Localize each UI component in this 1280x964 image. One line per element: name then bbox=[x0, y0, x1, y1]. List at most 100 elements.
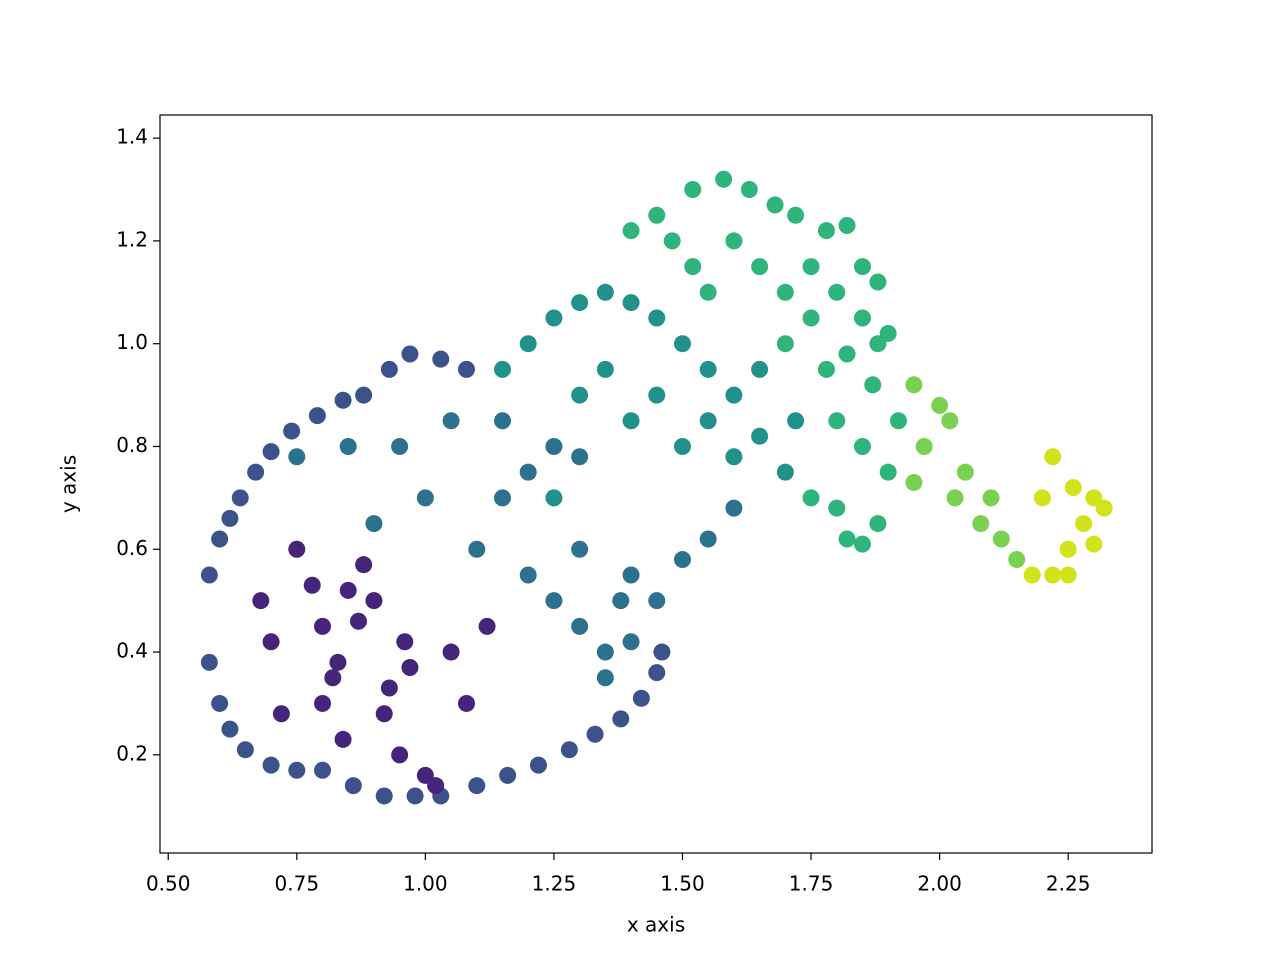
scatter-point bbox=[869, 515, 887, 533]
scatter-point bbox=[1008, 551, 1026, 569]
scatter-point bbox=[324, 669, 342, 687]
scatter-point bbox=[308, 407, 326, 425]
scatter-point bbox=[889, 412, 907, 430]
scatter-point bbox=[879, 324, 897, 342]
scatter-point bbox=[493, 412, 511, 430]
x-tick-label: 1.50 bbox=[660, 872, 705, 896]
scatter-point bbox=[622, 566, 640, 584]
scatter-point bbox=[622, 222, 640, 240]
scatter-point bbox=[838, 216, 856, 234]
scatter-point bbox=[519, 566, 537, 584]
scatter-point bbox=[853, 535, 871, 553]
scatter-point bbox=[468, 540, 486, 558]
scatter-point bbox=[571, 617, 589, 635]
scatter-point bbox=[941, 412, 959, 430]
scatter-point bbox=[699, 360, 717, 378]
scatter-point bbox=[648, 206, 666, 224]
scatter-point bbox=[751, 427, 769, 445]
scatter-point bbox=[545, 437, 563, 455]
scatter-point bbox=[231, 489, 249, 507]
scatter-point bbox=[1059, 566, 1077, 584]
scatter-point bbox=[853, 258, 871, 276]
scatter-point bbox=[725, 448, 743, 466]
scatter-point bbox=[684, 258, 702, 276]
scatter-point bbox=[648, 386, 666, 404]
scatter-point bbox=[391, 746, 409, 764]
scatter-point bbox=[519, 335, 537, 353]
scatter-point bbox=[396, 633, 414, 651]
scatter-point bbox=[632, 689, 650, 707]
scatter-point bbox=[663, 232, 681, 250]
scatter-point bbox=[1085, 489, 1103, 507]
scatter-point bbox=[992, 530, 1010, 548]
scatter-point bbox=[365, 592, 383, 610]
scatter-point bbox=[596, 669, 614, 687]
scatter-point bbox=[1044, 566, 1062, 584]
scatter-point bbox=[571, 386, 589, 404]
scatter-point bbox=[355, 386, 373, 404]
scatter-point bbox=[648, 309, 666, 327]
scatter-point bbox=[380, 360, 398, 378]
scatter-point bbox=[1085, 535, 1103, 553]
y-tick-label: 0.8 bbox=[116, 433, 148, 457]
scatter-point bbox=[828, 412, 846, 430]
scatter-point bbox=[499, 766, 517, 784]
scatter-point bbox=[314, 761, 332, 779]
scatter-point bbox=[262, 633, 280, 651]
scatter-point bbox=[401, 658, 419, 676]
x-tick-label: 0.50 bbox=[146, 872, 191, 896]
scatter-point bbox=[725, 232, 743, 250]
y-axis-label: y axis bbox=[57, 455, 81, 513]
scatter-point bbox=[817, 360, 835, 378]
x-axis-label: x axis bbox=[627, 913, 685, 937]
scatter-point bbox=[802, 258, 820, 276]
scatter-point bbox=[442, 643, 460, 661]
scatter-point bbox=[596, 643, 614, 661]
scatter-point bbox=[776, 463, 794, 481]
scatter-point bbox=[529, 756, 547, 774]
scatter-point bbox=[673, 437, 691, 455]
y-tick-label: 0.6 bbox=[116, 536, 148, 560]
scatter-point bbox=[339, 581, 357, 599]
scatter-point bbox=[478, 617, 496, 635]
scatter-point bbox=[699, 412, 717, 430]
scatter-point bbox=[828, 283, 846, 301]
scatter-point bbox=[1064, 479, 1082, 497]
scatter-point bbox=[339, 437, 357, 455]
scatter-point bbox=[200, 653, 218, 671]
scatter-point bbox=[1059, 540, 1077, 558]
scatter-point bbox=[427, 777, 445, 795]
scatter-point bbox=[457, 360, 475, 378]
scatter-point bbox=[740, 181, 758, 199]
scatter-point bbox=[334, 730, 352, 748]
scatter-point bbox=[314, 617, 332, 635]
scatter-point bbox=[334, 391, 352, 409]
scatter-point bbox=[329, 653, 347, 671]
scatter-point bbox=[648, 664, 666, 682]
scatter-point bbox=[869, 273, 887, 291]
y-tick-label: 1.4 bbox=[116, 125, 148, 149]
scatter-point bbox=[344, 777, 362, 795]
scatter-point bbox=[715, 170, 733, 188]
scatter-point bbox=[406, 787, 424, 805]
scatter-point bbox=[375, 787, 393, 805]
scatter-point bbox=[545, 489, 563, 507]
plot-frame bbox=[159, 114, 1153, 854]
scatter-point bbox=[416, 766, 434, 784]
scatter-point bbox=[982, 489, 1000, 507]
scatter-point bbox=[283, 422, 301, 440]
scatter-point bbox=[699, 530, 717, 548]
x-tick-label: 2.25 bbox=[1046, 872, 1091, 896]
scatter-point bbox=[350, 612, 368, 630]
scatter-point bbox=[288, 540, 306, 558]
scatter-point bbox=[262, 756, 280, 774]
x-tick-label: 0.75 bbox=[275, 872, 320, 896]
scatter-point bbox=[288, 761, 306, 779]
scatter-point bbox=[391, 437, 409, 455]
scatter-point bbox=[648, 592, 666, 610]
scatter-point bbox=[956, 463, 974, 481]
scatter-point bbox=[802, 489, 820, 507]
scatter-point bbox=[519, 463, 537, 481]
scatter-point bbox=[838, 345, 856, 363]
